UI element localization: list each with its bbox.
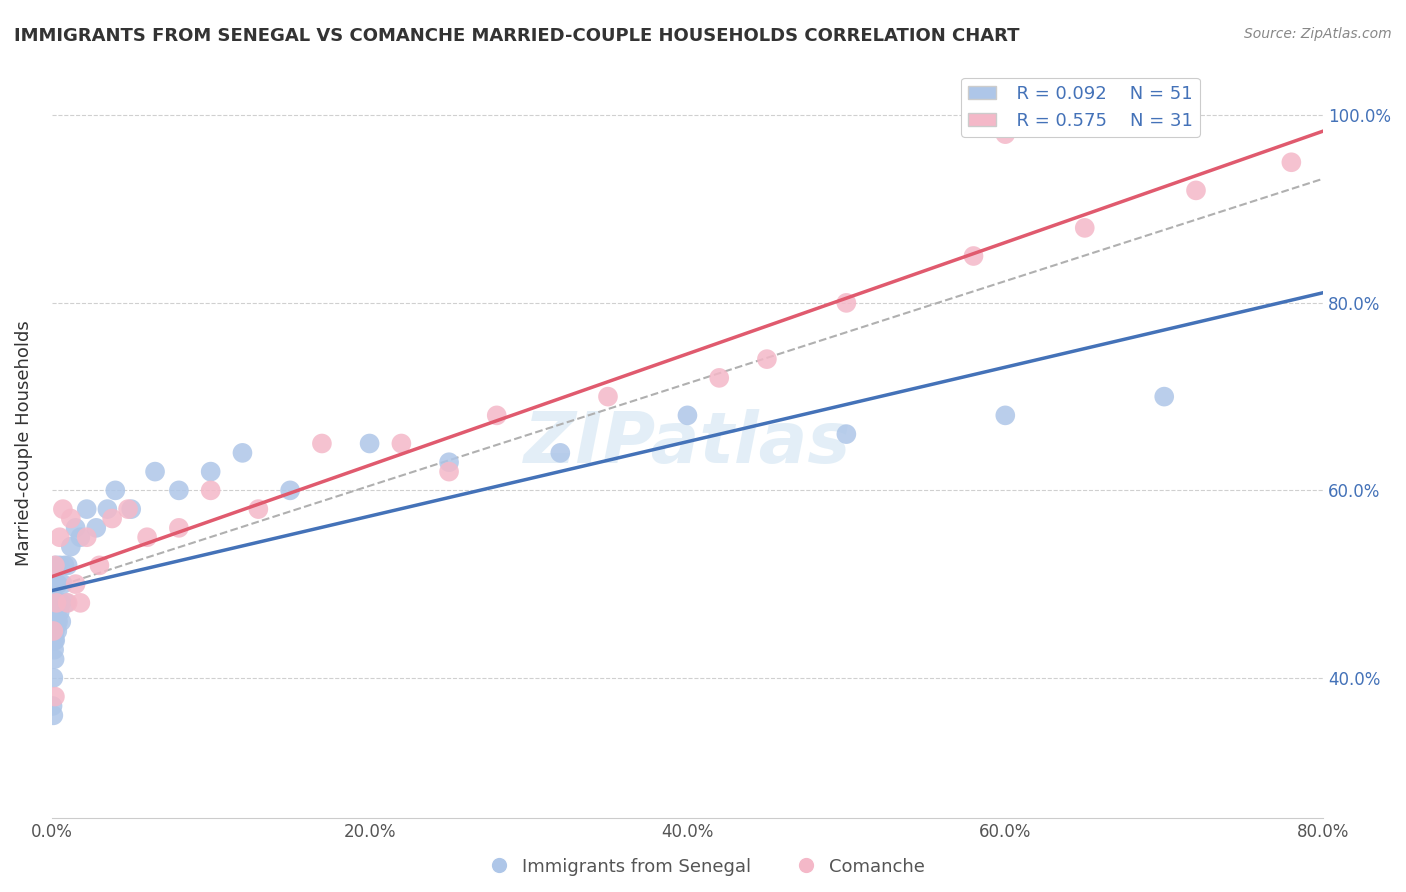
Point bbox=[48, 530, 70, 544]
Point bbox=[42, 605, 65, 619]
Point bbox=[755, 352, 778, 367]
Point bbox=[46, 577, 69, 591]
Point bbox=[56, 558, 79, 573]
Point bbox=[44, 558, 66, 573]
Point bbox=[120, 502, 142, 516]
Point bbox=[51, 596, 73, 610]
Point bbox=[89, 558, 111, 573]
Point bbox=[69, 596, 91, 610]
Point bbox=[45, 596, 67, 610]
Point bbox=[247, 502, 270, 516]
Point bbox=[65, 577, 87, 591]
Point bbox=[69, 530, 91, 544]
Point bbox=[1153, 390, 1175, 404]
Point bbox=[45, 577, 67, 591]
Point bbox=[1185, 183, 1208, 197]
Point bbox=[596, 390, 619, 404]
Point bbox=[143, 465, 166, 479]
Point bbox=[56, 596, 79, 610]
Point bbox=[44, 577, 66, 591]
Point bbox=[835, 296, 858, 310]
Point bbox=[84, 521, 107, 535]
Point bbox=[44, 624, 66, 638]
Point bbox=[42, 708, 65, 723]
Point bbox=[59, 511, 82, 525]
Point bbox=[65, 521, 87, 535]
Point bbox=[44, 633, 66, 648]
Point bbox=[117, 502, 139, 516]
Point bbox=[101, 511, 124, 525]
Point bbox=[676, 409, 699, 423]
Point bbox=[45, 615, 67, 629]
Point bbox=[994, 127, 1017, 141]
Point bbox=[42, 624, 65, 638]
Point bbox=[76, 530, 98, 544]
Point bbox=[231, 446, 253, 460]
Point bbox=[48, 596, 70, 610]
Point bbox=[200, 483, 222, 498]
Point bbox=[44, 690, 66, 704]
Point bbox=[46, 624, 69, 638]
Point bbox=[167, 521, 190, 535]
Point bbox=[709, 371, 731, 385]
Point bbox=[167, 483, 190, 498]
Point bbox=[278, 483, 301, 498]
Point bbox=[136, 530, 159, 544]
Point bbox=[550, 446, 572, 460]
Point bbox=[42, 633, 65, 648]
Point bbox=[52, 502, 75, 516]
Point bbox=[437, 465, 460, 479]
Point bbox=[45, 596, 67, 610]
Point bbox=[44, 615, 66, 629]
Point bbox=[437, 455, 460, 469]
Point bbox=[104, 483, 127, 498]
Point bbox=[44, 642, 66, 657]
Text: Source: ZipAtlas.com: Source: ZipAtlas.com bbox=[1244, 27, 1392, 41]
Point bbox=[311, 436, 333, 450]
Point bbox=[1279, 155, 1302, 169]
Point bbox=[42, 671, 65, 685]
Legend: Immigrants from Senegal, Comanche: Immigrants from Senegal, Comanche bbox=[474, 851, 932, 883]
Y-axis label: Married-couple Households: Married-couple Households bbox=[15, 320, 32, 566]
Point bbox=[359, 436, 381, 450]
Point bbox=[76, 502, 98, 516]
Point bbox=[46, 615, 69, 629]
Text: ZIPatlas: ZIPatlas bbox=[524, 409, 851, 478]
Point bbox=[51, 615, 73, 629]
Point bbox=[96, 502, 118, 516]
Point bbox=[200, 465, 222, 479]
Point bbox=[41, 698, 63, 713]
Point bbox=[59, 540, 82, 554]
Point bbox=[389, 436, 412, 450]
Point bbox=[45, 605, 67, 619]
Point bbox=[835, 427, 858, 442]
Point bbox=[53, 558, 76, 573]
Point bbox=[45, 558, 67, 573]
Point bbox=[48, 605, 70, 619]
Point bbox=[994, 409, 1017, 423]
Point bbox=[55, 596, 77, 610]
Point bbox=[1074, 220, 1097, 235]
Point bbox=[44, 596, 66, 610]
Point bbox=[962, 249, 984, 263]
Point bbox=[52, 577, 75, 591]
Point bbox=[48, 558, 70, 573]
Point bbox=[44, 633, 66, 648]
Point bbox=[44, 652, 66, 666]
Legend:   R = 0.092    N = 51,   R = 0.575    N = 31: R = 0.092 N = 51, R = 0.575 N = 31 bbox=[962, 78, 1199, 137]
Text: IMMIGRANTS FROM SENEGAL VS COMANCHE MARRIED-COUPLE HOUSEHOLDS CORRELATION CHART: IMMIGRANTS FROM SENEGAL VS COMANCHE MARR… bbox=[14, 27, 1019, 45]
Point bbox=[42, 615, 65, 629]
Point bbox=[485, 409, 508, 423]
